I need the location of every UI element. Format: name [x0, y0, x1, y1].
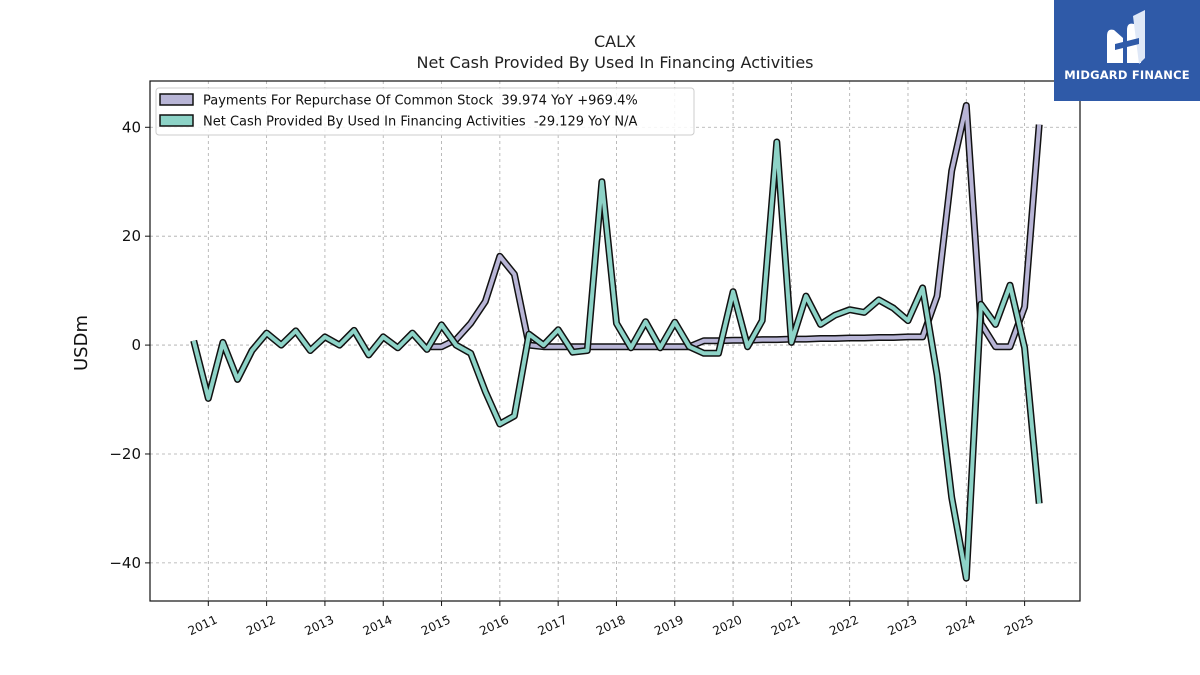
series-lines — [190, 102, 1043, 582]
series-line-2 — [191, 140, 1042, 581]
x-tick-label: 2014 — [361, 613, 395, 639]
legend-box — [155, 87, 695, 136]
x-tick-label: 2011 — [186, 613, 220, 639]
brand-logo: MIDGARD FINANCE — [1054, 0, 1200, 101]
x-tick-label: 2013 — [302, 613, 336, 639]
midgard-logo-icon — [1107, 10, 1145, 64]
x-tick-label: 2020 — [711, 613, 745, 639]
chart-subtitle: Net Cash Provided By Used In Financing A… — [416, 53, 813, 72]
chart-title: CALX — [594, 32, 636, 51]
brand-name: MIDGARD FINANCE — [1064, 68, 1190, 82]
x-tick-label: 2015 — [419, 613, 453, 639]
y-axis-label: USDm — [71, 315, 92, 371]
x-tick-label: 2022 — [827, 613, 861, 639]
y-tick-label: 0 — [131, 336, 141, 354]
legend-swatch-financing — [159, 114, 194, 127]
x-tick-label: 2023 — [886, 613, 920, 639]
y-tick-label: −20 — [109, 445, 141, 463]
x-tick-label: 2018 — [594, 613, 628, 639]
x-tick-label: 2017 — [536, 613, 570, 639]
x-tick-label: 2024 — [944, 613, 978, 639]
y-tick-label: −40 — [109, 554, 141, 572]
x-tick-label: 2019 — [652, 613, 686, 639]
axis-ticks: 2011 2012 2013 2014 2015 2016 2017 2018 2019 2020… — [109, 118, 1035, 638]
x-tick-label: 2016 — [477, 613, 511, 639]
y-tick-label: 40 — [122, 118, 141, 136]
legend-label-financing: Net Cash Provided By Used In Financing A… — [203, 115, 638, 130]
x-tick-label: 2021 — [769, 613, 803, 639]
plot-area-frame — [149, 80, 1081, 602]
x-tick-label: 2012 — [244, 613, 278, 639]
legend: Payments For Repurchase Of Common Stock … — [155, 87, 695, 136]
legend-label-repurchase: Payments For Repurchase Of Common Stock … — [203, 94, 638, 109]
y-tick-label: 20 — [122, 227, 141, 245]
x-tick-label: 2025 — [1002, 613, 1036, 639]
legend-swatch-repurchase — [159, 93, 194, 106]
